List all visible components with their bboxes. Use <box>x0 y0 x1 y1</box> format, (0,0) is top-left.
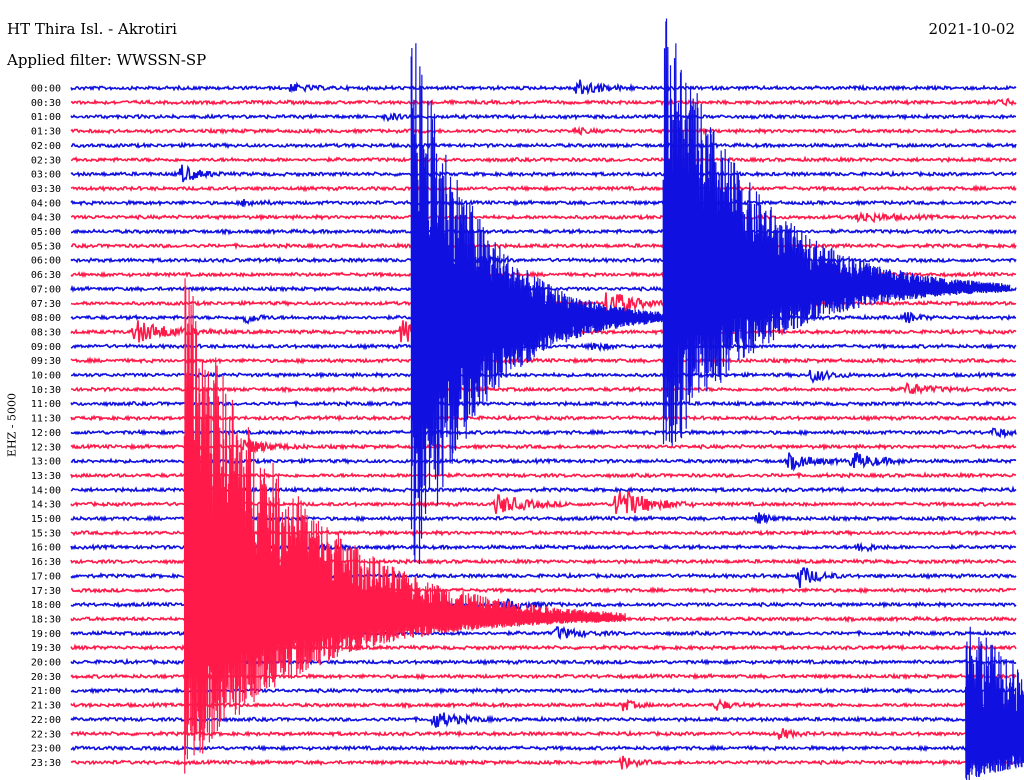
row-time-label: 18:00 <box>31 600 61 611</box>
row-time-label: 19:00 <box>31 629 61 640</box>
row-time-label: 03:30 <box>31 184 61 195</box>
row-time-label: 08:30 <box>31 327 61 338</box>
row-time-label: 11:00 <box>31 399 61 410</box>
trace-row-04:00 <box>70 198 1017 208</box>
row-time-label: 17:30 <box>31 586 61 597</box>
row-time-label: 21:00 <box>31 686 61 697</box>
trace-row-09:30 <box>70 356 1017 365</box>
row-time-label: 03:00 <box>31 170 61 181</box>
row-time-label: 10:00 <box>31 371 61 382</box>
row-time-label: 15:30 <box>31 528 61 539</box>
row-time-label: 14:30 <box>31 500 61 511</box>
row-time-label: 06:00 <box>31 256 61 267</box>
trace-row-01:30 <box>70 125 1017 136</box>
trace-row-11:00 <box>70 399 1017 408</box>
row-time-label: 13:30 <box>31 471 61 482</box>
time-label-layer: 00:00 00:30 01:00 01:30 02:00 02:30 03:00 03:30… <box>31 84 61 769</box>
major-event-3 <box>965 626 1024 780</box>
row-time-label: 02:30 <box>31 155 61 166</box>
row-time-label: 12:00 <box>31 428 61 439</box>
filter-label: Applied filter: WWSSN-SP <box>7 51 207 69</box>
row-time-label: 14:00 <box>31 485 61 496</box>
row-time-label: 04:00 <box>31 198 61 209</box>
row-time-label: 12:30 <box>31 442 61 453</box>
row-time-label: 00:00 <box>31 84 61 95</box>
record-date: 2021-10-02 <box>928 20 1015 38</box>
trace-row-04:30 <box>70 210 1017 224</box>
trace-row-05:00 <box>71 226 1017 239</box>
trace-row-13:30 <box>70 471 1017 480</box>
trace-row-03:30 <box>70 184 1017 193</box>
row-time-label: 01:00 <box>31 112 61 123</box>
trace-row-21:00 <box>70 686 1017 695</box>
trace-row-10:00 <box>71 369 1017 384</box>
row-time-label: 19:30 <box>31 643 61 654</box>
row-time-label: 10:30 <box>31 385 61 396</box>
row-time-label: 18:30 <box>31 614 61 625</box>
trace-row-12:00 <box>70 427 1017 439</box>
row-time-label: 07:30 <box>31 299 61 310</box>
major-event-0 <box>410 43 664 565</box>
trace-row-02:30 <box>70 155 1017 164</box>
trace-layer <box>70 18 1024 780</box>
row-time-label: 00:30 <box>31 98 61 109</box>
trace-row-01:00 <box>70 112 1017 123</box>
row-time-label: 21:30 <box>31 701 61 712</box>
trace-row-11:30 <box>70 413 1017 423</box>
trace-row-21:30 <box>70 697 1017 712</box>
trace-row-23:30 <box>70 755 1017 770</box>
row-time-label: 08:00 <box>31 313 61 324</box>
row-time-label: 22:00 <box>31 715 61 726</box>
row-time-label: 15:00 <box>31 514 61 525</box>
trace-row-00:00 <box>70 79 1017 96</box>
row-time-label: 04:30 <box>31 213 61 224</box>
trace-row-00:30 <box>70 97 1017 107</box>
row-time-label: 13:00 <box>31 457 61 468</box>
row-time-label: 09:30 <box>31 356 61 367</box>
row-time-label: 05:00 <box>31 227 61 238</box>
row-time-label: 05:30 <box>31 241 61 252</box>
row-time-label: 01:30 <box>31 127 61 138</box>
row-time-label: 20:00 <box>31 658 61 669</box>
trace-row-06:00 <box>70 254 1017 268</box>
row-time-label: 23:00 <box>31 744 61 755</box>
trace-row-12:30 <box>70 437 1017 454</box>
trace-row-13:00 <box>70 452 1017 472</box>
trace-row-22:00 <box>70 712 1017 728</box>
row-time-label: 09:00 <box>31 342 61 353</box>
trace-row-05:30 <box>70 241 1017 251</box>
row-time-label: 16:00 <box>31 543 61 554</box>
trace-row-23:00 <box>70 743 1017 753</box>
row-time-label: 11:30 <box>31 414 61 425</box>
major-event-2 <box>183 278 626 774</box>
major-event-1 <box>662 18 1011 446</box>
row-time-label: 02:00 <box>31 141 61 152</box>
row-time-label: 06:30 <box>31 270 61 281</box>
trace-row-22:30 <box>70 728 1017 740</box>
row-time-label: 20:30 <box>31 672 61 683</box>
station-title: HT Thira Isl. - Akrotiri <box>7 20 177 38</box>
trace-row-03:00 <box>70 164 1017 183</box>
row-time-label: 17:00 <box>31 571 61 582</box>
row-time-label: 22:30 <box>31 729 61 740</box>
row-time-label: 16:30 <box>31 557 61 568</box>
trace-row-10:30 <box>70 382 1017 396</box>
trace-row-02:00 <box>70 141 1017 150</box>
row-time-label: 07:00 <box>31 284 61 295</box>
row-time-label: 23:30 <box>31 758 61 769</box>
